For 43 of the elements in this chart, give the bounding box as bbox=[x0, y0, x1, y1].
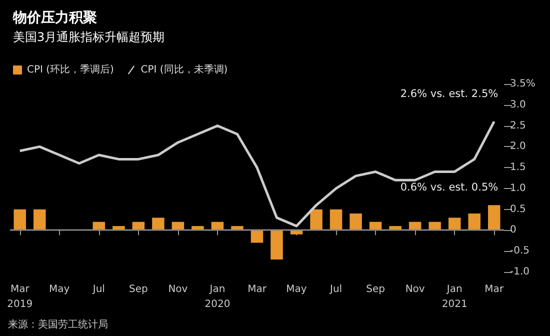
x-tick-label: Jan 2020 bbox=[204, 284, 230, 310]
legend-label: CPI (同比，未季调) bbox=[140, 64, 228, 76]
bar bbox=[270, 230, 283, 260]
annotation: 2.6% vs. est. 2.5% bbox=[400, 88, 498, 100]
bar bbox=[330, 209, 342, 230]
bar bbox=[468, 214, 480, 230]
bar bbox=[428, 222, 441, 230]
bar bbox=[14, 209, 26, 230]
annotation: 0.6% vs. est. 0.5% bbox=[400, 182, 498, 194]
y-tick-label: 3.5% bbox=[510, 78, 536, 90]
x-tick-label: Sep bbox=[129, 284, 148, 295]
source-note: 来源：美国劳工统计局 bbox=[8, 318, 108, 330]
x-tick-label: Nov bbox=[405, 284, 425, 295]
x-tick-label: Jan 2021 bbox=[442, 284, 468, 310]
x-tick-label: May bbox=[49, 284, 70, 295]
x-tick-label: May bbox=[286, 284, 307, 295]
y-tick-label: -1.0 bbox=[510, 266, 530, 278]
x-tick-label: Sep bbox=[366, 284, 385, 295]
line-series bbox=[18, 120, 496, 228]
bar bbox=[34, 209, 46, 230]
x-tick-label: Nov bbox=[168, 284, 188, 295]
y-tick-label: 1.0 bbox=[510, 182, 526, 194]
bar bbox=[152, 218, 164, 230]
bar bbox=[310, 209, 322, 230]
y-tick-label: 0 bbox=[510, 224, 516, 236]
y-tick-label: 2.5 bbox=[510, 120, 526, 132]
x-tick-label: Jul bbox=[329, 284, 342, 295]
chart-subtitle: 美国3月通胀指标升幅超预期 bbox=[13, 30, 165, 44]
x-tick-label: Mar 2019 bbox=[7, 284, 33, 310]
bar bbox=[448, 218, 461, 230]
legend-label: CPI (环比，季调后) bbox=[27, 64, 114, 76]
y-tick-label: 3.0 bbox=[510, 99, 526, 110]
bar bbox=[350, 214, 362, 230]
y-tick-label: -0.5 bbox=[510, 246, 530, 257]
x-tick-label: Mar bbox=[248, 284, 268, 295]
bar bbox=[488, 205, 500, 230]
bar bbox=[250, 230, 264, 243]
y-tick-label: 1.5 bbox=[510, 162, 526, 174]
x-tick-label: Jul bbox=[92, 284, 105, 295]
chart-title: 物价压力积聚 bbox=[12, 10, 97, 26]
y-tick-label: 2.0 bbox=[510, 141, 526, 152]
y-tick-label: 0.5 bbox=[510, 204, 526, 215]
x-tick-label: Mar bbox=[484, 284, 504, 295]
